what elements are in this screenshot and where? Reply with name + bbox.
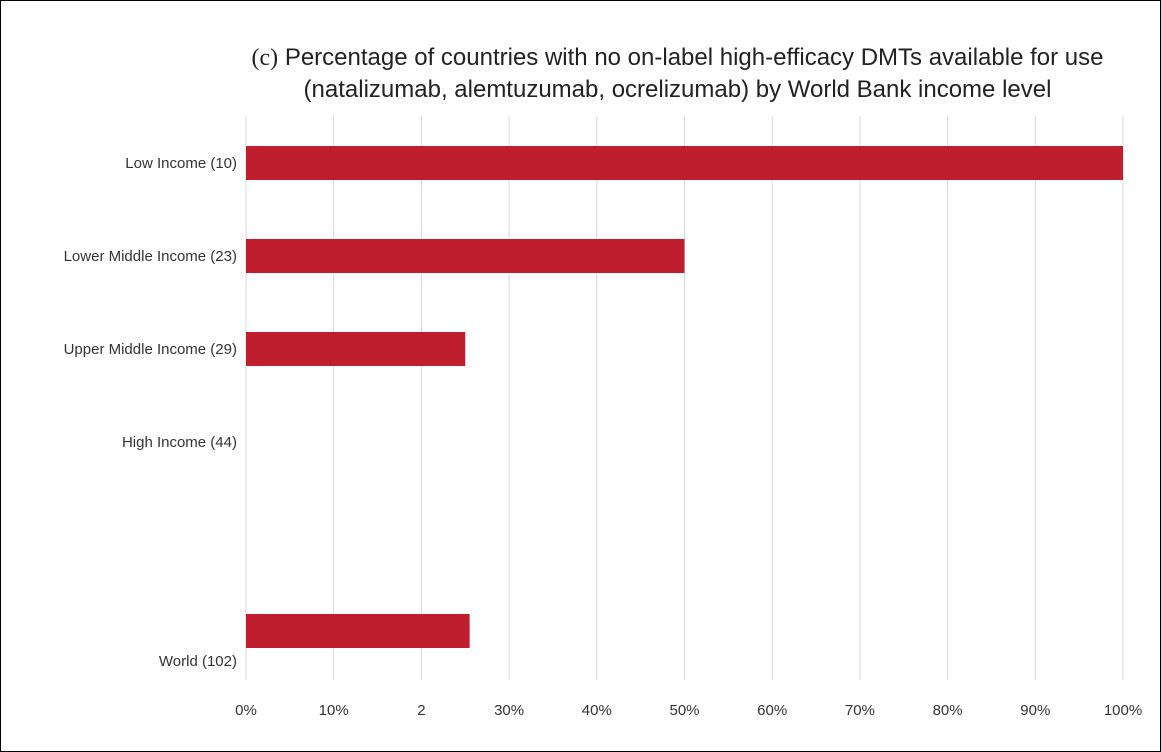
x-tick-label: 50% — [669, 702, 699, 719]
category-label: Lower Middle Income (23) — [64, 248, 237, 265]
category-label: Low Income (10) — [125, 155, 237, 172]
x-tick-label: 0% — [235, 702, 257, 719]
category-label: World (102) — [159, 653, 237, 670]
category-label: Upper Middle Income (29) — [64, 341, 237, 358]
chart-title-line-2: (natalizumab, alemtuzumab, ocrelizumab) … — [303, 76, 1052, 103]
x-tick-label: 70% — [845, 702, 875, 719]
chart-title-line-1: (c) Percentage of countries with no on-l… — [200, 42, 1155, 74]
gridlines — [245, 116, 1124, 680]
x-tick-label: 60% — [757, 702, 787, 719]
x-tick-labels: 0% 10% 2 30% 40% 50% 60% 70% 80% 90% 100% — [235, 702, 1142, 719]
bar — [246, 239, 685, 273]
x-tick-label: 10% — [319, 702, 349, 719]
bar — [246, 614, 470, 648]
bar — [246, 332, 466, 366]
bar — [246, 146, 1123, 180]
chart-title-text-1: Percentage of countries with no on-label… — [284, 44, 1104, 71]
chart-title-prefix: (c) — [251, 45, 279, 71]
x-tick-label: 40% — [582, 702, 612, 719]
x-tick-label: 90% — [1020, 702, 1050, 719]
x-tick-label: 2 — [417, 702, 425, 719]
x-tick-label: 100% — [1104, 702, 1142, 719]
x-tick-label: 30% — [494, 702, 524, 719]
chart-title: (c) Percentage of countries with no on-l… — [200, 42, 1155, 105]
category-label: High Income (44) — [122, 434, 237, 451]
bars — [246, 146, 1123, 648]
x-tick-label: 80% — [933, 702, 963, 719]
category-labels: Low Income (10) Lower Middle Income (23) U… — [64, 155, 237, 670]
